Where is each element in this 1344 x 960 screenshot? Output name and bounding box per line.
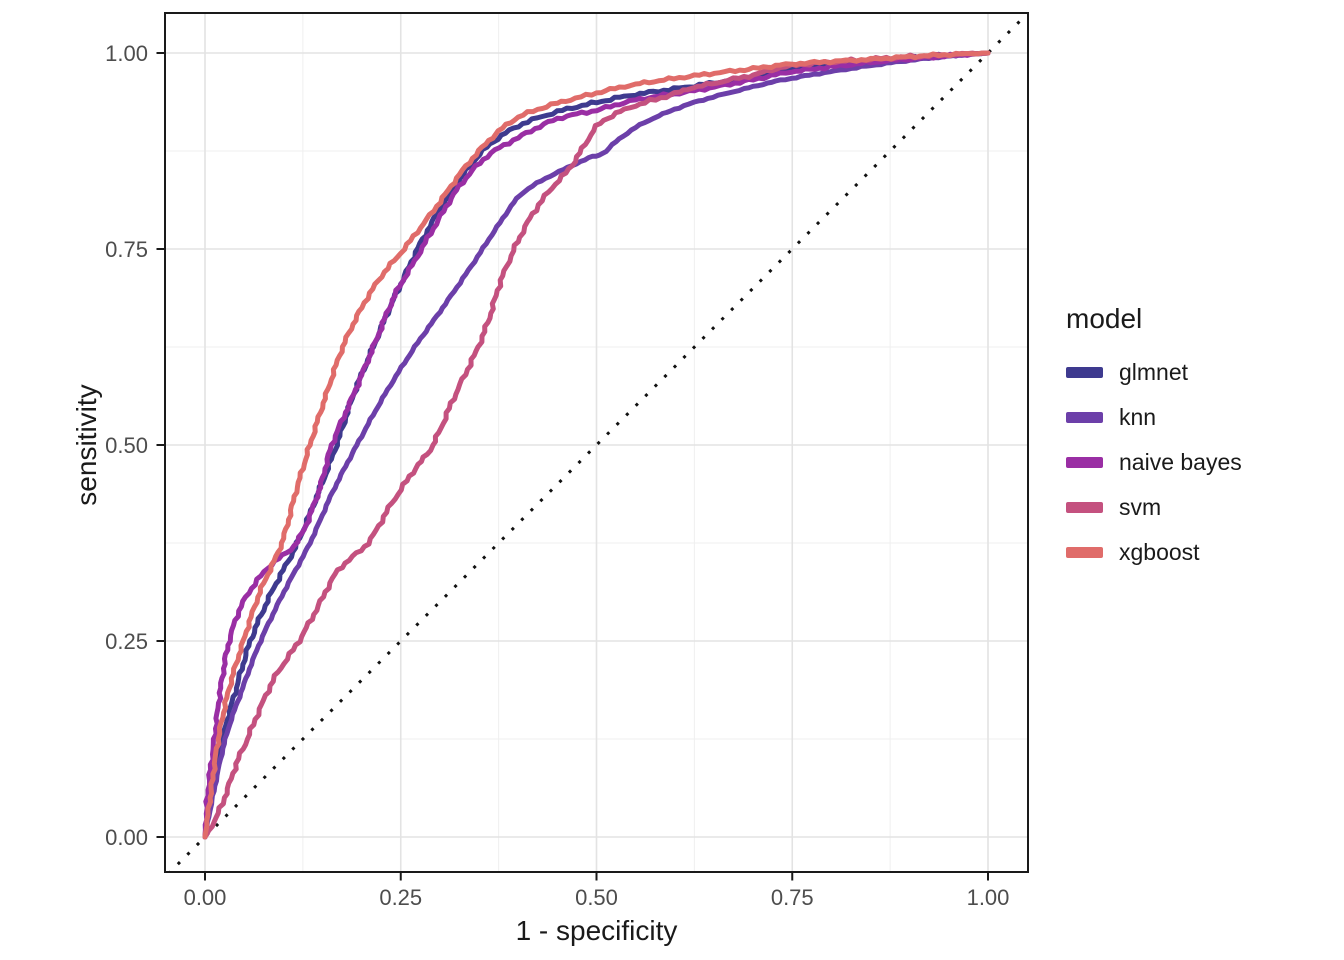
x-tick-label: 1.00: [967, 885, 1010, 910]
legend-item-naive-bayes: naive bayes: [1066, 440, 1342, 485]
panel-contents: [167, 13, 1028, 872]
legend-item-xgboost: xgboost: [1066, 530, 1342, 575]
legend-label: knn: [1119, 404, 1157, 430]
roc-curve-naive-bayes: [202, 50, 991, 840]
y-axis-title: sensitivity: [71, 384, 102, 506]
x-tick-label: 0.25: [379, 885, 422, 910]
legend-key-knn: [1066, 412, 1103, 423]
x-tick-label: 0.50: [575, 885, 618, 910]
x-axis-title: 1 - specificity: [515, 915, 678, 946]
legend-label: glmnet: [1119, 359, 1189, 385]
y-tick-label: 1.00: [105, 41, 148, 66]
legend-label: xgboost: [1119, 539, 1200, 565]
legend-item-glmnet: glmnet: [1066, 350, 1342, 395]
legend-key-svm: [1066, 502, 1103, 513]
roc-curve-xgboost: [202, 50, 991, 840]
panel-border: [164, 12, 1029, 873]
legend: model glmnet knn naive bayes svm xgboost: [1066, 302, 1342, 575]
legend-item-knn: knn: [1066, 395, 1342, 440]
legend-label: naive bayes: [1119, 449, 1242, 475]
legend-key-glmnet: [1066, 367, 1103, 378]
legend-title: model: [1066, 303, 1143, 334]
roc-curve-knn: [202, 50, 991, 840]
x-tick-label: 0.75: [771, 885, 814, 910]
x-tick-label: 0.00: [184, 885, 227, 910]
y-tick-label: 0.00: [105, 825, 148, 850]
legend-item-svm: svm: [1066, 485, 1342, 530]
y-tick-label: 0.50: [105, 433, 148, 458]
legend-key-naive-bayes: [1066, 457, 1103, 468]
legend-label: svm: [1119, 494, 1162, 520]
y-tick-label: 0.75: [105, 237, 148, 262]
y-tick-label: 0.25: [105, 629, 148, 654]
legend-key-xgboost: [1066, 547, 1103, 558]
chance-diagonal-reference-line: [167, 13, 1028, 872]
